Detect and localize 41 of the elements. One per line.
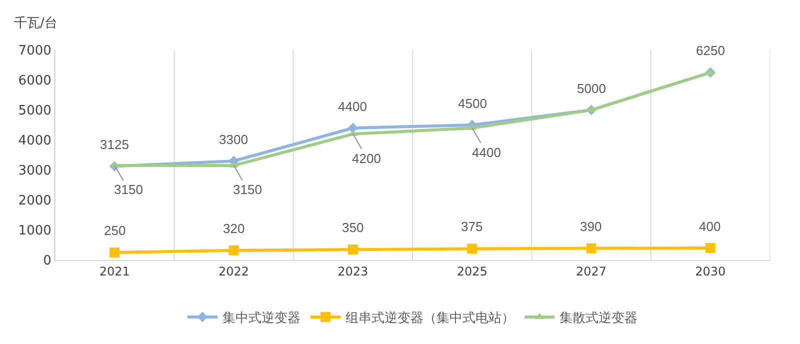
data-label: 5000 [577,81,606,96]
y-tick-label: 3000 [18,164,52,179]
data-label: 350 [342,220,364,235]
point [110,248,120,258]
point [228,245,239,256]
y-tick-label: 4000 [18,134,52,149]
x-tick-label: 2021 [99,264,130,278]
y-tick-label: 0 [43,254,52,269]
y-tick-label: 2000 [18,194,52,209]
x-tick-label: 2030 [695,264,726,278]
y-tick-label: 7000 [18,44,52,59]
point [348,244,358,254]
x-tick-label: 2027 [576,264,607,278]
data-label: 4500 [458,96,487,111]
data-label: 4200 [352,151,381,166]
point [348,122,358,134]
y-tick-label: 1000 [18,224,52,239]
y-tick-label: 6000 [18,74,52,89]
data-label: 3150 [233,182,262,197]
x-tick-label: 2025 [456,264,488,278]
data-label: 400 [699,219,721,234]
data-label: 375 [461,219,483,234]
data-label: 3300 [219,132,248,147]
y-axis-title: 千瓦/台 [14,16,58,31]
data-label: 4400 [472,145,501,160]
legend-label: 组串式逆变器（集中式电站） [346,311,514,326]
data-label: 320 [223,221,245,236]
data-label: 4400 [338,99,367,114]
data-label: 3150 [114,182,143,197]
point [586,243,596,254]
x-tick-label: 2022 [218,264,250,278]
data-label: 250 [104,223,126,238]
x-tick-label: 2023 [338,264,368,278]
point [467,244,478,254]
data-label: 3125 [100,137,129,152]
data-label: 6250 [696,43,725,58]
y-tick-label: 5000 [18,104,52,119]
point [705,243,716,253]
data-label: 390 [580,219,602,234]
legend-label: 集散式逆变器 [560,311,638,326]
legend-label: 集中式逆变器 [222,311,300,326]
